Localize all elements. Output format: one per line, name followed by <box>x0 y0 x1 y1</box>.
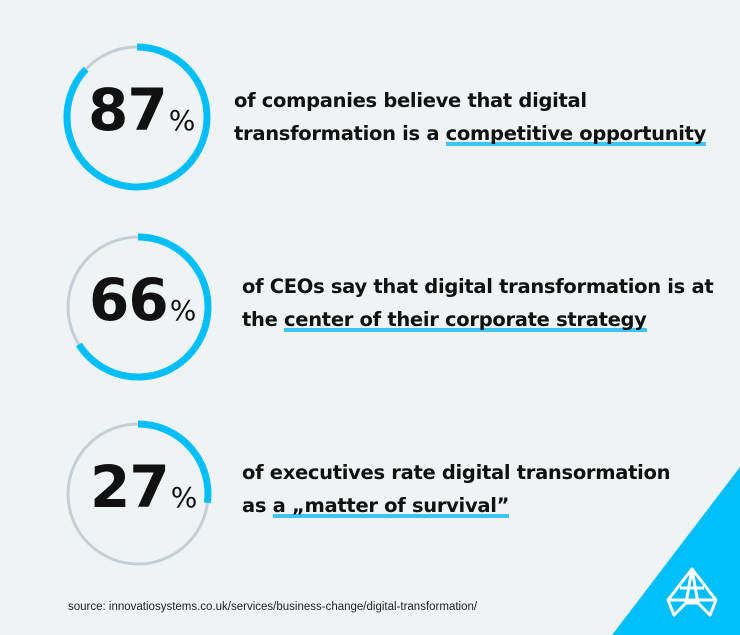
ring-value-arc <box>63 43 211 191</box>
line: the <box>242 308 285 331</box>
highlight-text: competitive opportunity <box>445 122 707 146</box>
line: as <box>242 494 273 517</box>
stat-1: 87% <box>88 76 195 144</box>
stat-3-description: of executives rate digital transormation… <box>242 456 671 522</box>
stat-value: 87 <box>88 76 168 144</box>
line: transformation is a <box>234 122 446 145</box>
line: of CEOs say that digital transformation … <box>242 275 714 298</box>
stat-1-description: of companies believe that digital transf… <box>234 84 706 150</box>
stat-unit: % <box>170 481 198 514</box>
diamond-logo-icon <box>666 567 718 617</box>
corner-triangle <box>612 467 740 635</box>
stat-value: 27 <box>90 453 170 521</box>
line: of companies believe that digital <box>234 89 587 112</box>
stat-3: 27% <box>90 453 197 521</box>
ring-value-arc <box>75 233 212 381</box>
ring-value-arc <box>137 420 212 504</box>
line: of executives rate digital transormation <box>242 461 671 484</box>
stat-value: 66 <box>89 266 169 334</box>
stat-2-description: of CEOs say that digital transformation … <box>242 270 714 336</box>
source-text: source: innovatiosystems.co.uk/services/… <box>68 601 478 613</box>
stat-unit: % <box>168 104 196 137</box>
stat-unit: % <box>169 294 197 327</box>
highlight-text: a „matter of survival” <box>272 494 510 518</box>
stat-2: 66% <box>89 266 196 334</box>
highlight-text: center of their corporate strategy <box>284 308 647 332</box>
